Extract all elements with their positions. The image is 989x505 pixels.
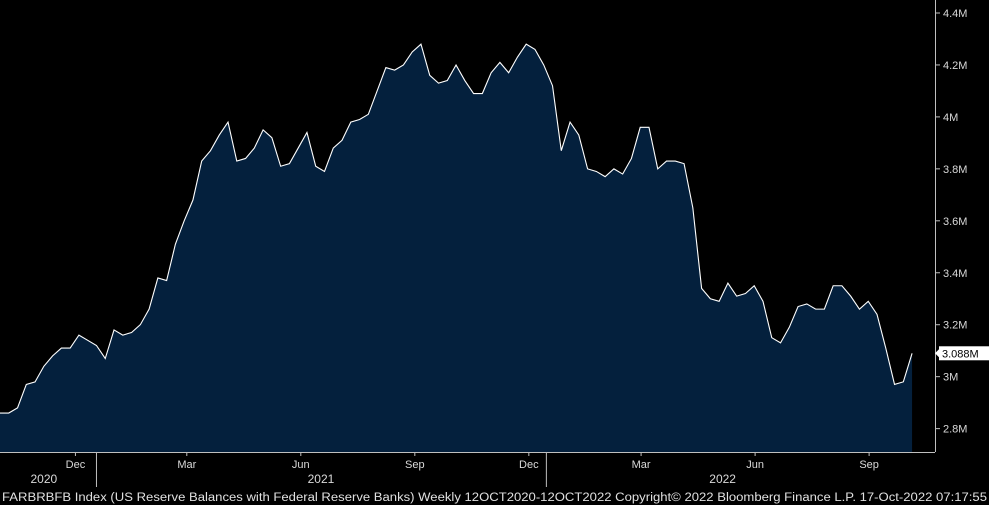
footer-ticker: FARBRBFB Index: [2, 492, 107, 504]
x-tick-label: Mar: [632, 459, 651, 471]
area-fill: [0, 44, 913, 452]
footer-description: (US Reserve Balances with Federal Reserv…: [110, 492, 414, 504]
footer-timestamp: 17-Oct-2022 07:17:55: [860, 492, 987, 504]
y-tick-label: 3M: [943, 372, 958, 384]
footer-copyright: Copyright© 2022 Bloomberg Finance L.P.: [615, 492, 856, 504]
y-tick-label: 3.4M: [943, 268, 967, 280]
x-tick-label: Sep: [405, 459, 425, 471]
x-tick-label: Dec: [66, 459, 86, 471]
x-tick-label: Dec: [519, 459, 539, 471]
y-tick-label: 3.2M: [943, 320, 967, 332]
footer-frequency: Weekly: [418, 492, 461, 504]
series-line: [0, 43, 913, 414]
last-value-pointer: [935, 349, 939, 358]
last-value-label: 3.088M: [942, 348, 979, 360]
y-tick-label: 3.6M: [943, 216, 967, 228]
y-tick-label: 4.4M: [943, 8, 967, 20]
footer-caption: FARBRBFB Index (US Reserve Balances with…: [2, 492, 987, 504]
y-tick-label: 2.8M: [943, 424, 967, 436]
x-tick-label: Sep: [859, 459, 879, 471]
x-tick-label: Mar: [177, 459, 196, 471]
y-tick-label: 3.8M: [943, 164, 967, 176]
x-tick-label: Jun: [292, 459, 310, 471]
last-value-box: [939, 346, 989, 361]
year-label: 2021: [308, 472, 335, 486]
year-label: 2020: [30, 472, 57, 486]
footer-date-range: 12OCT2020-12OCT2022: [465, 492, 612, 504]
year-label: 2022: [709, 472, 736, 486]
y-tick-label: 4.2M: [943, 60, 967, 72]
x-tick-label: Jun: [746, 459, 764, 471]
y-tick-label: 4M: [943, 112, 958, 124]
